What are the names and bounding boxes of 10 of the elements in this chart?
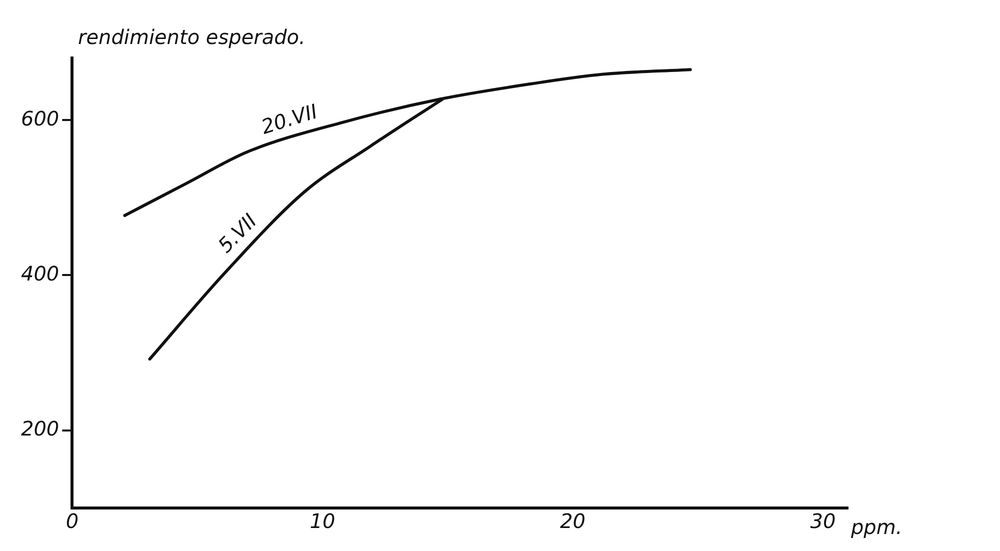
x-tick-label: 10: [310, 509, 336, 534]
x-tick-label: 0: [66, 509, 79, 534]
y-tick-label: 200: [20, 416, 60, 441]
y-tick-label: 600: [20, 106, 60, 130]
text: 20.VII: [258, 99, 320, 139]
x-tick-label: 30: [810, 509, 836, 534]
y-tick-label: 400: [20, 261, 60, 286]
x-axis-title: ppm.: [850, 515, 902, 539]
y-axis-title: rendimiento esperado.: [78, 25, 306, 49]
x-tick-label: 20: [560, 509, 586, 534]
